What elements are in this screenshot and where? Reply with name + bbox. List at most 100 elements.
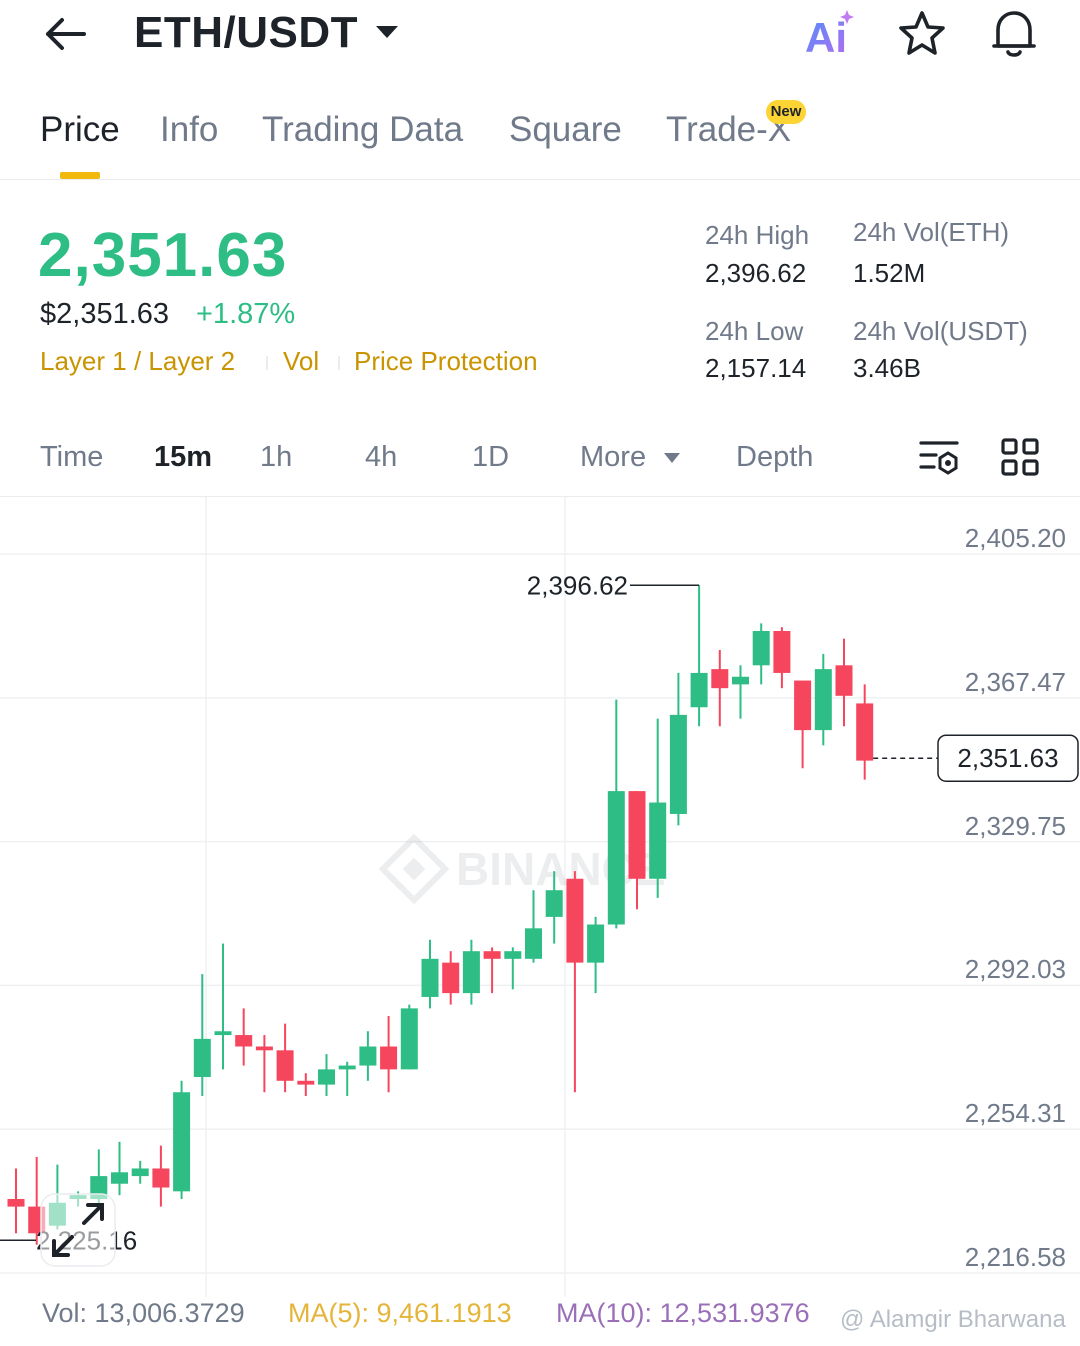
candle-body xyxy=(338,1065,356,1070)
candle-body xyxy=(504,951,522,959)
candle-body xyxy=(380,1046,398,1070)
interval-1d[interactable]: 1D xyxy=(472,441,510,473)
pair-title[interactable]: ETH/USDT xyxy=(134,8,358,57)
high-value: 2,396.62 xyxy=(705,258,807,288)
candle-body xyxy=(173,1092,191,1192)
bell-icon[interactable] xyxy=(988,6,1040,60)
candle-body xyxy=(276,1050,294,1081)
fullscreen-button[interactable] xyxy=(40,1193,116,1267)
y-axis-tick-label: 2,216.58 xyxy=(964,1242,1066,1272)
chart-settings-icon[interactable] xyxy=(918,437,960,477)
interval-bar: Time 15m 1h 4h 1D More Depth xyxy=(0,425,1080,497)
y-axis-tick-label: 2,367.47 xyxy=(964,666,1066,697)
vol-eth-label: 24h Vol(ETH) xyxy=(853,217,1010,247)
candle-body xyxy=(773,631,791,673)
candle xyxy=(545,871,563,944)
candle xyxy=(421,939,439,1009)
candle xyxy=(255,1035,273,1093)
interval-1h[interactable]: 1h xyxy=(260,441,293,473)
credit-watermark: @ Alamgir Bharwana xyxy=(840,1306,1066,1333)
candle-body xyxy=(111,1172,128,1184)
back-arrow-icon[interactable] xyxy=(40,12,90,56)
ai-icon[interactable]: Ai xyxy=(803,8,859,58)
candle xyxy=(276,1023,294,1093)
candle-body xyxy=(442,962,460,994)
candle xyxy=(814,653,832,746)
low-value: 2,157.14 xyxy=(705,353,807,383)
candle-body xyxy=(235,1035,253,1047)
candle xyxy=(752,623,770,685)
tab-trading-data[interactable]: Trading Data xyxy=(262,110,464,149)
ai-icon-text: Ai xyxy=(805,14,847,58)
candle xyxy=(359,1031,377,1081)
current-price-box xyxy=(937,734,1079,782)
candle-body xyxy=(669,714,687,814)
tab-price[interactable]: Price xyxy=(40,110,120,149)
candle-body xyxy=(690,672,708,708)
tag-divider xyxy=(338,356,340,370)
interval-4h[interactable]: 4h xyxy=(365,441,398,473)
tab-square[interactable]: Square xyxy=(509,110,622,149)
candle xyxy=(525,890,542,963)
candle xyxy=(235,1008,253,1066)
tab-bar: Price Info Trading Data Square Trade-X xyxy=(0,96,1080,180)
interval-15m[interactable]: 15m xyxy=(154,441,213,473)
ma5-indicator: MA(5): 9,461.1913 xyxy=(288,1298,512,1328)
candle-body xyxy=(587,924,605,963)
candle xyxy=(566,871,584,1093)
candle xyxy=(462,939,480,1005)
chart-canvas[interactable]: BINANCE 2,396.622,225.162,351.63 xyxy=(0,497,1080,1297)
interval-more[interactable]: More xyxy=(580,441,647,473)
candle xyxy=(193,974,211,1097)
ma10-indicator: MA(10): 12,531.9376 xyxy=(556,1298,810,1328)
tag-vol[interactable]: Vol xyxy=(283,346,320,376)
candle-body xyxy=(421,958,439,997)
caret-down-icon[interactable] xyxy=(374,22,400,42)
candle xyxy=(111,1141,128,1196)
candle xyxy=(400,1004,418,1070)
candlestick-chart[interactable]: BINANCE 2,396.622,225.162,351.63 2,405.2… xyxy=(0,497,1080,1297)
grid-layout-icon[interactable] xyxy=(1000,437,1040,477)
candle xyxy=(607,699,625,929)
vol-usdt-value: 3.46B xyxy=(853,353,921,383)
caret-down-icon[interactable] xyxy=(663,452,681,464)
candle xyxy=(628,791,646,910)
candle xyxy=(711,650,729,727)
candle xyxy=(483,947,501,994)
candle-body xyxy=(752,631,770,666)
candle-body xyxy=(525,928,542,959)
low-label: 24h Low xyxy=(705,316,804,346)
candle-body xyxy=(794,680,812,731)
candle xyxy=(669,672,687,826)
max-price-label: 2,396.62 xyxy=(527,570,628,600)
candle-body xyxy=(462,951,480,994)
candle xyxy=(338,1061,356,1097)
depth-tab[interactable]: Depth xyxy=(736,441,814,473)
candle-body xyxy=(193,1038,211,1077)
candle xyxy=(214,943,232,1070)
candle xyxy=(504,947,522,990)
candle xyxy=(690,585,708,727)
candle xyxy=(835,638,853,727)
vol-usdt-label: 24h Vol(USDT) xyxy=(853,316,1028,346)
candle-body xyxy=(359,1046,377,1066)
tag-layer[interactable]: Layer 1 / Layer 2 xyxy=(40,346,236,376)
candle xyxy=(7,1168,25,1234)
vol-eth-value: 1.52M xyxy=(853,258,926,288)
high-label: 24h High xyxy=(705,220,810,250)
candle-body xyxy=(607,791,625,925)
candle xyxy=(732,665,749,719)
new-badge: New xyxy=(766,100,806,124)
tag-price-protection[interactable]: Price Protection xyxy=(354,346,538,376)
candle xyxy=(649,718,667,898)
candle xyxy=(794,680,812,769)
candle-body xyxy=(214,1031,232,1036)
candle-body xyxy=(545,890,563,917)
tab-info[interactable]: Info xyxy=(160,110,219,149)
interval-time[interactable]: Time xyxy=(40,441,104,473)
candle xyxy=(152,1145,170,1207)
star-icon[interactable] xyxy=(896,8,948,60)
y-axis-tick-label: 2,292.03 xyxy=(964,954,1066,985)
expand-arrows-icon xyxy=(52,1203,104,1257)
candle-body xyxy=(711,669,729,689)
